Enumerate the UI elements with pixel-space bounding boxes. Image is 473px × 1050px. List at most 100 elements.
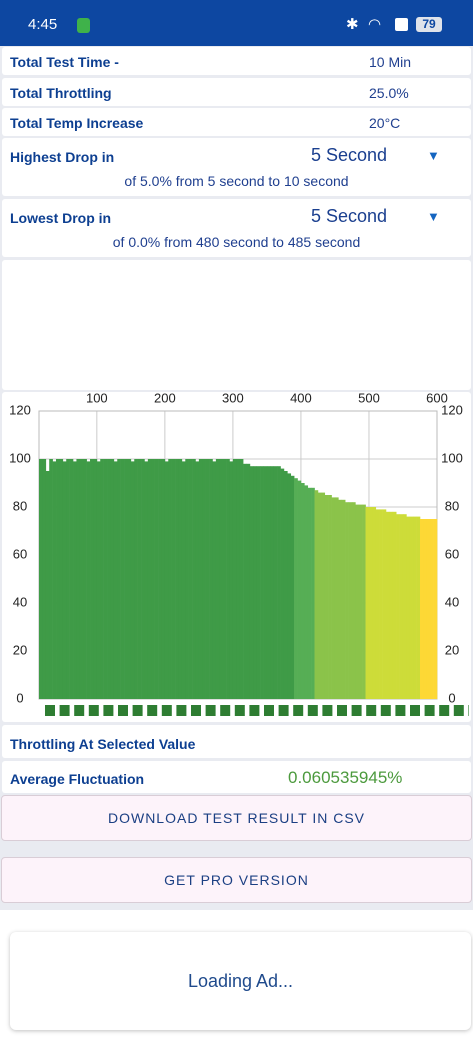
bar <box>86 461 91 699</box>
bar <box>59 459 64 699</box>
bar <box>253 466 258 699</box>
bar <box>209 459 213 699</box>
bar <box>287 473 292 699</box>
pro-button[interactable]: GET PRO VERSION <box>1 857 472 903</box>
bar <box>385 511 390 699</box>
bar <box>277 466 281 699</box>
bar <box>433 519 438 699</box>
value: 20°C <box>369 115 401 131</box>
scroll-marker <box>453 705 464 716</box>
dropdown-arrow: ▼ <box>427 148 440 163</box>
bar <box>110 459 115 699</box>
y-tick-label: 120 <box>9 402 31 417</box>
bar <box>317 492 322 699</box>
summary-row: Total Throttling 25.0% <box>2 78 471 106</box>
bar <box>260 466 264 699</box>
scroll-marker <box>205 705 216 716</box>
bar <box>219 459 223 699</box>
scroll-marker <box>103 705 114 716</box>
dropdown[interactable]: 5 Second <box>311 206 388 226</box>
bar <box>93 459 98 699</box>
y-tick-label: 100 <box>9 450 31 465</box>
bar <box>311 487 315 699</box>
label: Lowest Drop in <box>10 210 112 226</box>
bar <box>294 478 298 699</box>
bar <box>107 459 111 699</box>
bar <box>338 499 343 699</box>
bar <box>389 511 394 699</box>
x-tick-label: 500 <box>358 392 380 405</box>
bar <box>144 461 149 699</box>
bar <box>195 461 200 699</box>
detail: of 5.0% from 5 second to 10 second <box>124 173 349 189</box>
bar <box>76 459 81 699</box>
scroll-marker <box>59 705 70 716</box>
bar <box>362 504 366 699</box>
bar <box>413 516 417 699</box>
wifi-icon: ◠ <box>368 16 382 33</box>
bar <box>96 461 101 699</box>
x-tick-label: 200 <box>154 392 176 405</box>
bar <box>399 514 404 699</box>
y-tick-label: 60 <box>13 546 27 561</box>
bar <box>239 459 244 699</box>
bar <box>52 461 57 699</box>
x-tick-label: 300 <box>222 392 244 405</box>
bar <box>147 459 152 699</box>
bar <box>348 502 353 699</box>
fluctuation-row: Average Fluctuation 0.060535945% <box>2 761 471 793</box>
y2-tick-label: 0 <box>448 690 455 705</box>
dropdown-arrow: ▼ <box>427 209 440 224</box>
battery: 79 <box>416 17 442 32</box>
label: Total Test Time - <box>10 54 119 70</box>
bar <box>168 459 172 699</box>
bar <box>229 461 234 699</box>
scroll-marker <box>351 705 362 716</box>
bar <box>164 461 169 699</box>
scroll-marker <box>45 705 55 716</box>
sim-icon <box>395 18 408 31</box>
label: Throttling At Selected Value <box>10 736 196 752</box>
bar <box>246 463 251 699</box>
label: Average Fluctuation <box>10 771 145 787</box>
bar <box>134 459 138 699</box>
scroll-marker <box>380 705 391 716</box>
selected-row: Throttling At Selected Value <box>2 725 471 758</box>
bar <box>192 459 196 699</box>
bar <box>212 461 217 699</box>
bar <box>69 459 74 699</box>
bar <box>382 509 387 699</box>
scroll-marker <box>191 705 201 716</box>
dropdown[interactable]: 5 Second <box>311 145 388 165</box>
scroll-marker <box>424 705 435 716</box>
ad-area: Loading Ad... <box>0 910 473 1050</box>
bar <box>392 511 397 699</box>
bar <box>113 461 118 699</box>
y2-tick-label: 120 <box>441 402 463 417</box>
bar <box>130 461 135 699</box>
bar <box>161 459 166 699</box>
bar <box>406 516 411 699</box>
scroll-marker <box>88 705 99 716</box>
download-button[interactable]: DOWNLOAD TEST RESULT IN CSV <box>1 795 472 841</box>
scroll-marker <box>468 705 469 716</box>
bar <box>154 459 159 699</box>
scroll-marker <box>439 705 450 716</box>
bar <box>202 459 206 699</box>
bar <box>56 459 60 699</box>
bar <box>120 459 125 699</box>
bar <box>351 502 356 699</box>
drop-row: Lowest Drop in 5 Second ▼ of 0.0% from 480 … <box>2 199 471 257</box>
bar <box>181 461 186 699</box>
bar <box>243 463 247 699</box>
y2-tick-label: 80 <box>445 498 459 513</box>
scroll-marker <box>234 705 245 716</box>
y2-tick-label: 20 <box>445 642 459 657</box>
bar <box>188 459 193 699</box>
scroll-marker <box>322 705 333 716</box>
bar <box>39 459 43 699</box>
bar <box>368 507 373 699</box>
bar <box>314 490 319 699</box>
scroll-marker <box>161 705 172 716</box>
bar <box>300 483 305 699</box>
